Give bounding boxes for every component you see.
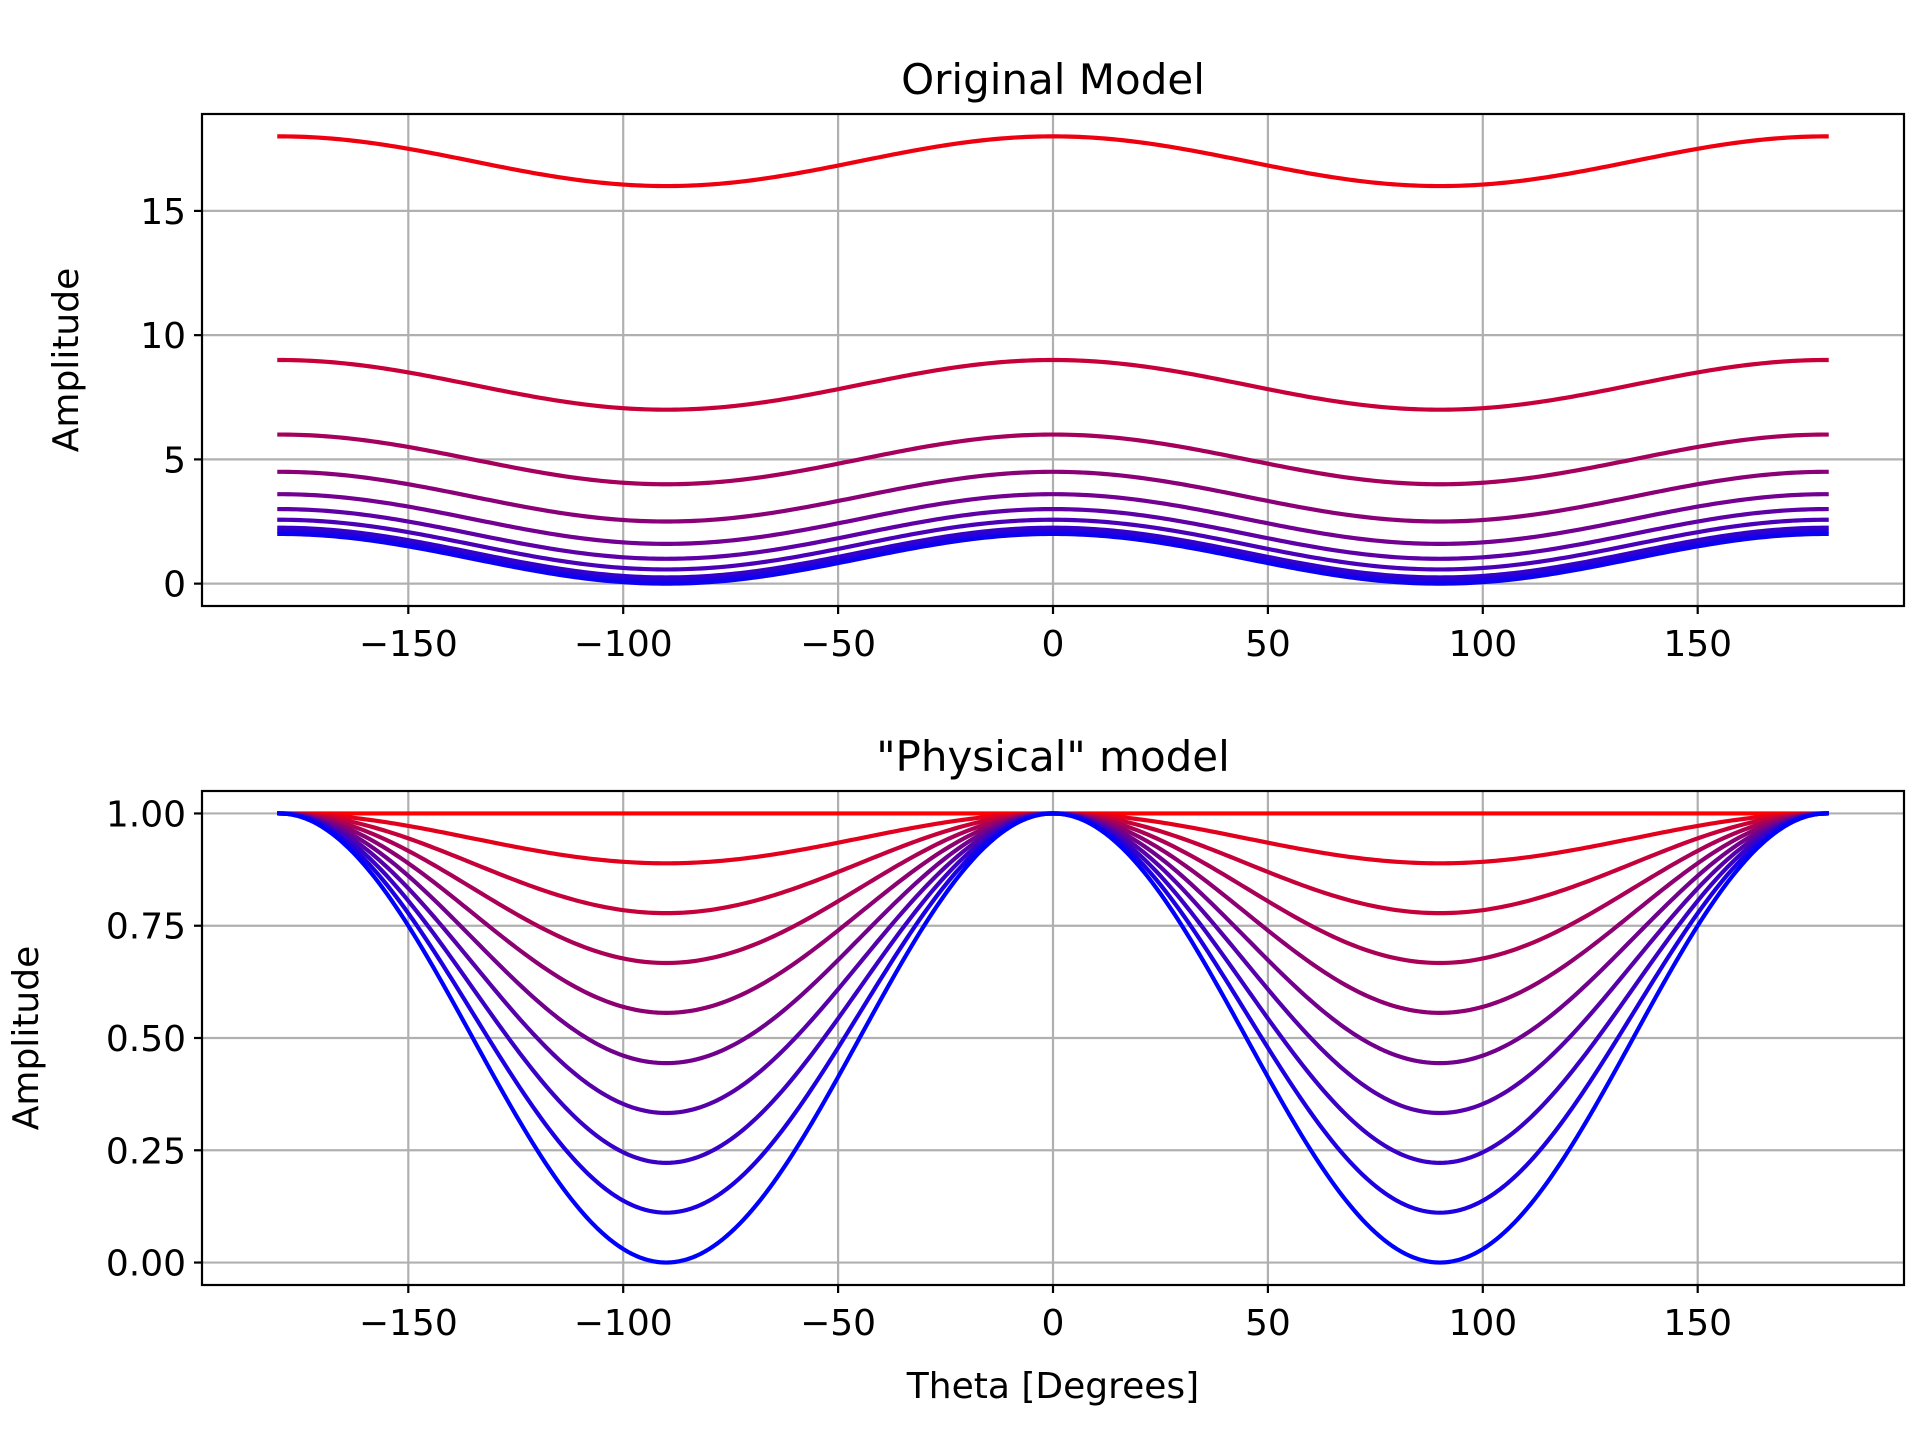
x-tick-label: 0 xyxy=(1042,1303,1065,1344)
x-ticks-physical-model: −150 −100 −50 0 50 100 150 xyxy=(359,1285,1732,1344)
x-tick-label: −150 xyxy=(359,624,458,665)
series-line-2 xyxy=(277,357,1829,412)
y-tick-label: 5 xyxy=(163,440,186,481)
series-line-10 xyxy=(277,531,1829,586)
y-tick-label: 0 xyxy=(163,565,186,606)
x-tick-label: −50 xyxy=(800,1303,876,1344)
x-tick-label: 150 xyxy=(1663,1303,1732,1344)
chart-title-original-model: Original Model xyxy=(901,55,1205,104)
series-line-9 xyxy=(277,529,1829,583)
x-tick-label: −100 xyxy=(574,624,673,665)
subplot-physical-model: −150 −100 −50 0 50 100 150 0.00 0.25 0.50 0.75 1.0… xyxy=(6,732,1906,1407)
series-line-3 xyxy=(277,432,1829,487)
y-ticks-physical-model: 0.00 0.25 0.50 0.75 1.00 xyxy=(106,794,202,1285)
x-tick-label: −50 xyxy=(800,624,876,665)
subplot-original-model: −150 −100 −50 0 50 100 150 0 5 10 15 Original Mod… xyxy=(46,55,1906,665)
series-line-10 xyxy=(277,811,1829,1265)
y-tick-label: 15 xyxy=(140,192,186,233)
series-line-4 xyxy=(277,469,1829,524)
x-tick-label: 150 xyxy=(1663,624,1732,665)
series-line-7 xyxy=(277,517,1829,572)
y-tick-label: 10 xyxy=(140,316,186,357)
y-ticks-original-model: 0 5 10 15 xyxy=(140,192,202,606)
y-tick-label: 0.25 xyxy=(106,1131,186,1172)
series-line-6 xyxy=(277,506,1829,561)
x-tick-label: 50 xyxy=(1245,624,1291,665)
series-line-1 xyxy=(277,134,1829,189)
x-tick-label: 50 xyxy=(1245,1303,1291,1344)
x-tick-label: 0 xyxy=(1042,624,1065,665)
x-tick-label: −150 xyxy=(359,1303,458,1344)
y-axis-label-original-model: Amplitude xyxy=(46,268,87,452)
y-tick-label: 0.00 xyxy=(106,1244,186,1285)
series-line-8 xyxy=(277,525,1829,580)
x-axis-label-physical-model: Theta [Degrees] xyxy=(906,1366,1199,1407)
grid-original-model xyxy=(202,114,1904,606)
series-physical-model xyxy=(277,811,1829,1265)
x-ticks-original-model: −150 −100 −50 0 50 100 150 xyxy=(359,606,1732,665)
y-tick-label: 0.75 xyxy=(106,907,186,948)
series-line-5 xyxy=(277,492,1829,546)
series-original-model xyxy=(277,134,1829,586)
x-tick-label: −100 xyxy=(574,1303,673,1344)
y-tick-label: 0.50 xyxy=(106,1019,186,1060)
chart-title-physical-model: "Physical" model xyxy=(876,732,1230,781)
y-axis-label-physical-model: Amplitude xyxy=(6,946,47,1130)
x-tick-label: 100 xyxy=(1448,624,1517,665)
x-tick-label: 100 xyxy=(1448,1303,1517,1344)
y-tick-label: 1.00 xyxy=(106,794,186,835)
